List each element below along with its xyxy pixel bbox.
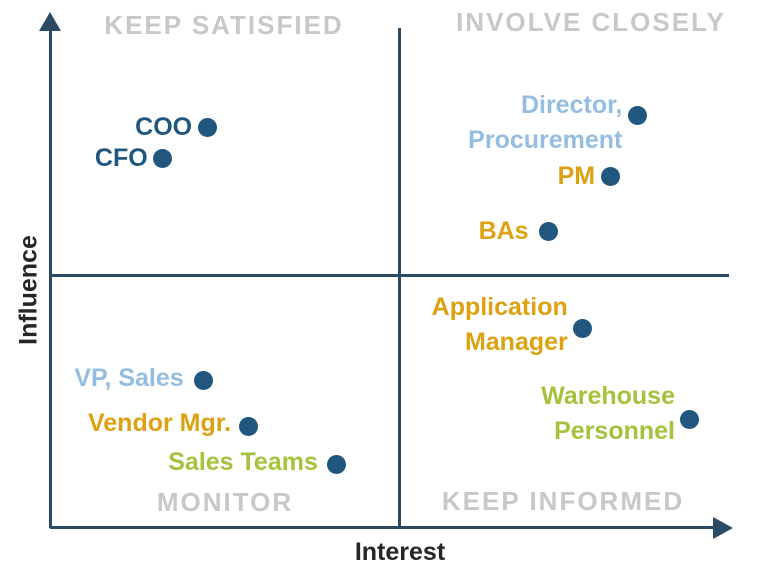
point-label: VP, Sales [74, 361, 183, 396]
point-label: Warehouse Personnel [541, 379, 675, 449]
point-dot [194, 370, 214, 390]
point-dot [627, 105, 647, 125]
y-axis-arrow-icon [39, 12, 61, 31]
point-label: COO [135, 110, 192, 145]
point-label-line: Application [431, 292, 568, 321]
quadrant-divider-vertical [398, 28, 401, 527]
point-dot [327, 455, 347, 475]
quadrant-label-keep-informed: KEEP INFORMED [441, 486, 685, 516]
point-label-line: COO [135, 113, 193, 142]
point-label-line: Vendor Mgr. [87, 409, 232, 438]
point-label-line: VP, Sales [74, 363, 184, 392]
point-label: PM [558, 159, 596, 194]
point-dot [600, 166, 620, 186]
point-label: CFO [95, 141, 148, 176]
point-label-line: Procurement [468, 126, 623, 155]
quadrant-label-involve-closely: INVOLVE CLOSELY [456, 7, 726, 37]
point-label: Application Manager [432, 290, 568, 360]
point-dot [539, 222, 559, 242]
x-axis-title: Interest [354, 538, 446, 566]
point-dot [153, 149, 173, 169]
point-label-line: Manager [464, 327, 568, 356]
point-label: Vendor Mgr. [88, 406, 231, 441]
point-label-line: Warehouse [541, 381, 675, 410]
point-label: BAs [479, 214, 529, 249]
point-label: Director, Procurement [468, 88, 622, 158]
quadrant-label-keep-satisfied: KEEP SATISFIED [104, 10, 344, 40]
quadrant-divider-horizontal [50, 274, 729, 277]
point-label-line: Personnel [554, 416, 675, 445]
point-dot [680, 410, 700, 430]
point-label-line: Director, [520, 91, 623, 120]
y-axis-line [49, 28, 52, 528]
point-dot [197, 118, 217, 138]
quadrant-label-monitor: MONITOR [156, 487, 294, 517]
point-label-line: PM [557, 161, 596, 190]
point-label-line: Sales Teams [168, 448, 318, 477]
x-axis-arrow-icon [713, 516, 733, 539]
point-dot [573, 319, 593, 339]
point-dot [238, 417, 258, 437]
point-label-line: CFO [94, 144, 148, 173]
point-label-line: BAs [478, 217, 529, 246]
x-axis-line [50, 526, 714, 529]
point-label: Sales Teams [168, 445, 318, 480]
